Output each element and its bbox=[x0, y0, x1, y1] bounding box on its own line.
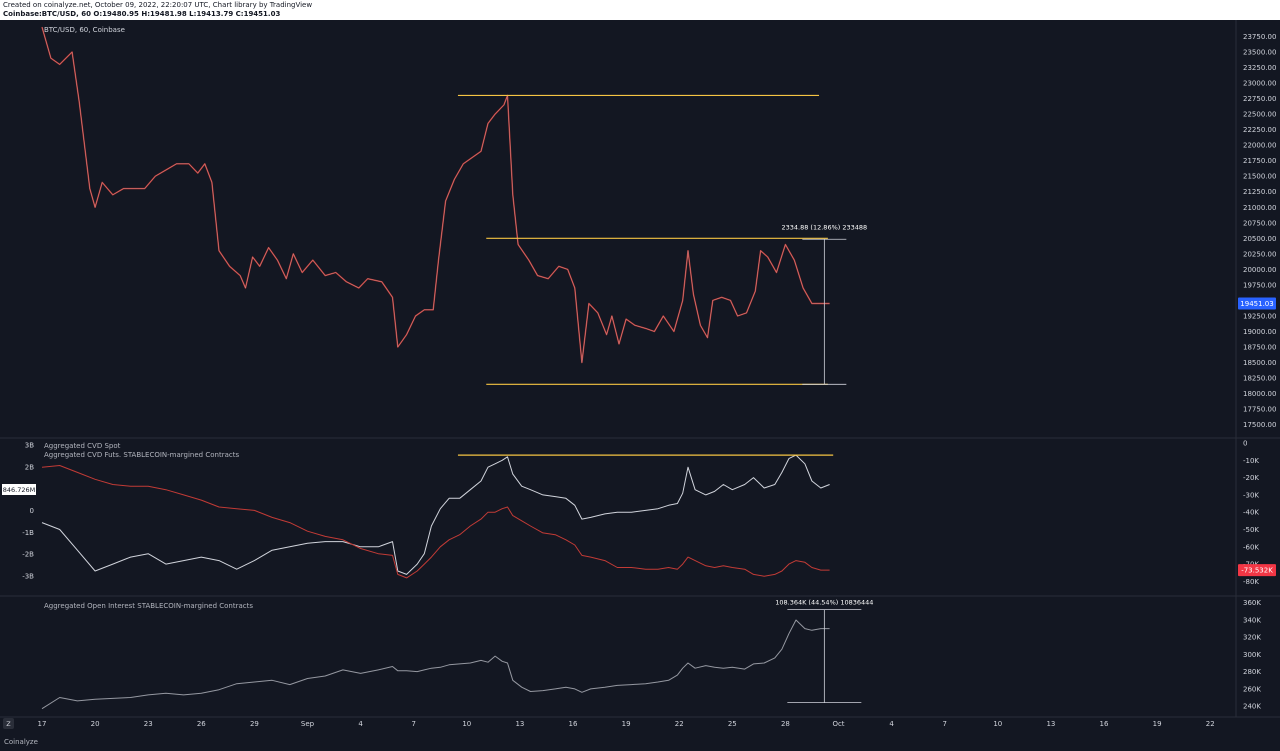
oi-right-tick: 360K bbox=[1243, 599, 1261, 607]
cvd-left-badge-label: 846.726M bbox=[3, 486, 36, 494]
x-tick-label: 25 bbox=[728, 720, 737, 728]
price-tick-label: 23750.00 bbox=[1243, 33, 1276, 41]
price-tick-label: 18500.00 bbox=[1243, 359, 1276, 367]
cvd-last-badge-label: -73.532K bbox=[1241, 567, 1273, 575]
chart-svg[interactable]: 17500.00 17750.00 18000.00 18250.00 18500.00… bbox=[0, 20, 1280, 735]
price-tick-label: 22500.00 bbox=[1243, 111, 1276, 119]
oi-range-measure-label: 108.364K (44.54%) 10836444 bbox=[775, 599, 873, 607]
price-tick-label: 19250.00 bbox=[1243, 312, 1276, 320]
cvd-left-tick: -3B bbox=[22, 573, 34, 581]
price-tick-label: 23250.00 bbox=[1243, 64, 1276, 72]
x-tick-label: 29 bbox=[250, 720, 259, 728]
x-tick-label: 17 bbox=[38, 720, 47, 728]
x-tick-label: 19 bbox=[622, 720, 631, 728]
cvd-left-tick: 2B bbox=[25, 463, 34, 471]
cvd-last-badge bbox=[1238, 564, 1276, 577]
brand-label: Coinalyze bbox=[4, 738, 38, 746]
zone-button-label: Z bbox=[6, 720, 11, 728]
price-tick-label: 19000.00 bbox=[1243, 328, 1276, 336]
price-tick-label: 18250.00 bbox=[1243, 375, 1276, 383]
price-tick-label: 18750.00 bbox=[1243, 344, 1276, 352]
x-tick-label: 10 bbox=[462, 720, 471, 728]
x-tick-label: 4 bbox=[889, 720, 894, 728]
price-tick-label: 20500.00 bbox=[1243, 235, 1276, 243]
x-tick-label: 22 bbox=[675, 720, 684, 728]
price-tick-label: 21000.00 bbox=[1243, 204, 1276, 212]
x-tick-label: 4 bbox=[358, 720, 363, 728]
cvd-right-tick: -30K bbox=[1243, 491, 1259, 499]
price-tick-label: 17500.00 bbox=[1243, 421, 1276, 429]
cvd-legend-item: Aggregated CVD Futs. STABLECOIN-margined… bbox=[44, 451, 239, 459]
cvd-legend-item: Aggregated CVD Spot bbox=[44, 442, 121, 450]
price-tick-label: 20750.00 bbox=[1243, 219, 1276, 227]
x-tick-label: 22 bbox=[1206, 720, 1215, 728]
cvd-left-tick: -1B bbox=[22, 529, 34, 537]
oi-right-tick: 280K bbox=[1243, 668, 1261, 676]
price-tick-label: 23000.00 bbox=[1243, 80, 1276, 88]
x-tick-label: 28 bbox=[781, 720, 790, 728]
ohlc-text: Coinbase:BTC/USD, 60 O:19480.95 H:19481.… bbox=[3, 10, 281, 18]
range-measure-label: 2334.88 (12.86%) 233488 bbox=[781, 223, 867, 231]
oi-right-tick: 320K bbox=[1243, 634, 1261, 642]
x-tick-label: 16 bbox=[1100, 720, 1109, 728]
x-tick-label: 16 bbox=[569, 720, 578, 728]
cvd-right-tick: -20K bbox=[1243, 474, 1259, 482]
price-tick-label: 21500.00 bbox=[1243, 173, 1276, 181]
cvd-right-tick: -60K bbox=[1243, 543, 1259, 551]
x-tick-label: Sep bbox=[301, 720, 315, 728]
x-tick-label: 26 bbox=[197, 720, 206, 728]
price-tick-label: 19750.00 bbox=[1243, 281, 1276, 289]
cvd-spot-line bbox=[41, 454, 830, 575]
price-tick-label: 23500.00 bbox=[1243, 48, 1276, 56]
chart-header: Created on coinalyze.net, October 09, 20… bbox=[0, 0, 1280, 20]
x-tick-label: 19 bbox=[1153, 720, 1162, 728]
price-tick-label: 21750.00 bbox=[1243, 157, 1276, 165]
price-tick-label: 22250.00 bbox=[1243, 126, 1276, 134]
cvd-right-tick: -50K bbox=[1243, 526, 1259, 534]
price-tick-label: 18000.00 bbox=[1243, 390, 1276, 398]
x-tick-label: 13 bbox=[1046, 720, 1055, 728]
cvd-futures-line bbox=[41, 465, 830, 579]
price-panel-title: BTC/USD, 60, Coinbase bbox=[44, 26, 125, 34]
last-price-badge bbox=[1238, 297, 1276, 310]
chart-background bbox=[0, 20, 1280, 735]
cvd-left-tick: 3B bbox=[25, 442, 34, 450]
cvd-right-tick: -80K bbox=[1243, 578, 1259, 586]
chart-area[interactable]: 17500.00 17750.00 18000.00 18250.00 18500.00… bbox=[0, 20, 1280, 735]
x-tick-label: 7 bbox=[411, 720, 415, 728]
price-tick-label: 21250.00 bbox=[1243, 188, 1276, 196]
zone-button bbox=[3, 718, 14, 729]
price-tick-label: 22750.00 bbox=[1243, 95, 1276, 103]
x-tick-label: 13 bbox=[515, 720, 524, 728]
cvd-right-tick: -40K bbox=[1243, 509, 1259, 517]
oi-right-tick: 340K bbox=[1243, 616, 1261, 624]
cvd-left-badge bbox=[2, 484, 36, 495]
footer: Coinalyze bbox=[0, 735, 1280, 751]
price-tick-label: 22000.00 bbox=[1243, 142, 1276, 150]
oi-series-line bbox=[41, 619, 830, 710]
oi-right-tick: 260K bbox=[1243, 685, 1261, 693]
cvd-left-tick: 0 bbox=[30, 507, 34, 515]
x-tick-label: 10 bbox=[993, 720, 1002, 728]
price-series-highlight bbox=[41, 27, 830, 363]
x-tick-label: 23 bbox=[144, 720, 153, 728]
oi-right-tick: 300K bbox=[1243, 651, 1261, 659]
oi-right-tick: 240K bbox=[1243, 703, 1261, 711]
x-tick-label: 7 bbox=[942, 720, 946, 728]
x-tick-label: Oct bbox=[832, 720, 844, 728]
cvd-right-tick: -10K bbox=[1243, 457, 1259, 465]
created-text: Created on coinalyze.net, October 09, 20… bbox=[3, 1, 313, 9]
cvd-left-tick: -2B bbox=[22, 551, 34, 559]
price-tick-label: 20250.00 bbox=[1243, 250, 1276, 258]
price-tick-label: 20000.00 bbox=[1243, 266, 1276, 274]
price-tick-label: 17750.00 bbox=[1243, 406, 1276, 414]
oi-legend-item: Aggregated Open Interest STABLECOIN-marg… bbox=[44, 602, 253, 610]
cvd-right-tick: 0 bbox=[1243, 440, 1247, 448]
last-price-label: 19451.03 bbox=[1240, 300, 1273, 308]
x-tick-label: 20 bbox=[91, 720, 100, 728]
